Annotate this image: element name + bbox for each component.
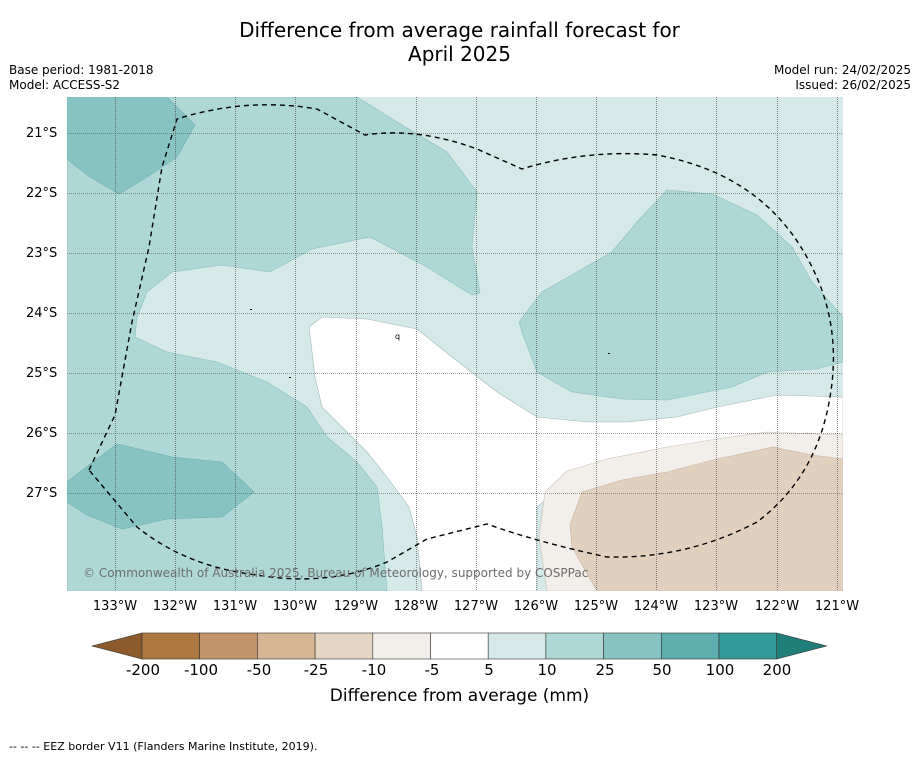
eez-footnote: -- -- -- EEZ border V11 (Flanders Marine… bbox=[9, 740, 318, 753]
colorbar-segment bbox=[199, 632, 258, 660]
region-minus-10-25 bbox=[569, 446, 843, 591]
colorbar-tick: 25 bbox=[595, 661, 615, 679]
colorbar-tick: -200 bbox=[125, 661, 161, 679]
colorbar-segment bbox=[487, 632, 547, 660]
lon-label-130w: 130°W bbox=[272, 599, 318, 614]
region-25-50-northwest bbox=[67, 97, 196, 195]
lon-label-128w: 128°W bbox=[393, 599, 439, 614]
title-line-1: Difference from average rainfall forecas… bbox=[239, 18, 680, 42]
lon-label-125w: 125°W bbox=[573, 599, 619, 614]
lat-label-26s: 26°S bbox=[26, 426, 58, 441]
model-name: Model: ACCESS-S2 bbox=[9, 78, 121, 92]
colorbar-tick: -25 bbox=[303, 661, 329, 679]
colorbar-tick: 10 bbox=[537, 661, 557, 679]
lat-label-25s: 25°S bbox=[26, 366, 58, 381]
lon-label-126w: 126°W bbox=[513, 599, 559, 614]
lon-label-124w: 124°W bbox=[633, 599, 679, 614]
colorbar-tick: -5 bbox=[424, 661, 440, 679]
title-line-2: April 2025 bbox=[408, 42, 511, 66]
lon-label-122w: 122°W bbox=[754, 599, 800, 614]
graticule bbox=[67, 97, 843, 591]
meta-left: Base period: 1981-2018 Model: ACCESS-S2 bbox=[9, 63, 154, 93]
colorbar-tick: -10 bbox=[361, 661, 387, 679]
eez-border bbox=[88, 104, 835, 580]
island-mark-1 bbox=[250, 309, 252, 310]
lat-label-23s: 23°S bbox=[26, 246, 58, 261]
island-label: q bbox=[395, 332, 400, 341]
colorbar-extend-high bbox=[776, 632, 828, 660]
lat-label-21s: 21°S bbox=[26, 126, 58, 141]
model-run: Model run: 24/02/2025 bbox=[773, 63, 911, 77]
colorbar-title: Difference from average (mm) bbox=[329, 686, 590, 706]
lon-label-121w: 121°W bbox=[814, 599, 860, 614]
island-mark-3 bbox=[289, 377, 291, 378]
meta-right: Model run: 24/02/2025 Issued: 26/02/2025 bbox=[774, 63, 911, 93]
colorbar bbox=[90, 632, 828, 660]
lon-label-123w: 123°W bbox=[693, 599, 739, 614]
colorbar-segment bbox=[314, 632, 374, 660]
colorbar-tick: 50 bbox=[652, 661, 672, 679]
region-10-25-east bbox=[518, 189, 843, 401]
colorbar-segments bbox=[90, 632, 828, 660]
colorbar-segment bbox=[430, 632, 489, 660]
island-mark-2 bbox=[608, 353, 610, 354]
region-25-50-southwest bbox=[67, 443, 255, 530]
map-svg: q bbox=[67, 97, 843, 591]
colorbar-tick: -50 bbox=[246, 661, 272, 679]
colorbar-segment bbox=[257, 632, 316, 660]
colorbar-extend-low bbox=[90, 632, 143, 660]
lon-label-133w: 133°W bbox=[92, 599, 138, 614]
lat-label-27s: 27°S bbox=[26, 486, 58, 501]
colorbar-segment bbox=[141, 632, 201, 660]
colorbar-segment bbox=[660, 632, 720, 660]
colorbar-tick: -100 bbox=[183, 661, 219, 679]
colorbar-segment bbox=[545, 632, 604, 660]
lon-label-127w: 127°W bbox=[453, 599, 499, 614]
colorbar-segment bbox=[603, 632, 662, 660]
map-title: Difference from average rainfall forecas… bbox=[0, 18, 919, 66]
colorbar-segment bbox=[718, 632, 778, 660]
lon-label-132w: 132°W bbox=[152, 599, 198, 614]
colorbar-tick: 200 bbox=[762, 661, 792, 679]
lon-label-129w: 129°W bbox=[333, 599, 379, 614]
colorbar-segment bbox=[372, 632, 431, 660]
lat-label-24s: 24°S bbox=[26, 306, 58, 321]
lon-label-131w: 131°W bbox=[212, 599, 258, 614]
base-period: Base period: 1981-2018 bbox=[9, 63, 154, 77]
colorbar-tick: 5 bbox=[484, 661, 494, 679]
copyright-notice: © Commonwealth of Australia 2025, Bureau… bbox=[83, 566, 589, 580]
map-area: q bbox=[67, 97, 843, 591]
colorbar-tick: 100 bbox=[705, 661, 735, 679]
lat-label-22s: 22°S bbox=[26, 186, 58, 201]
issued-date: Issued: 26/02/2025 bbox=[795, 78, 911, 92]
